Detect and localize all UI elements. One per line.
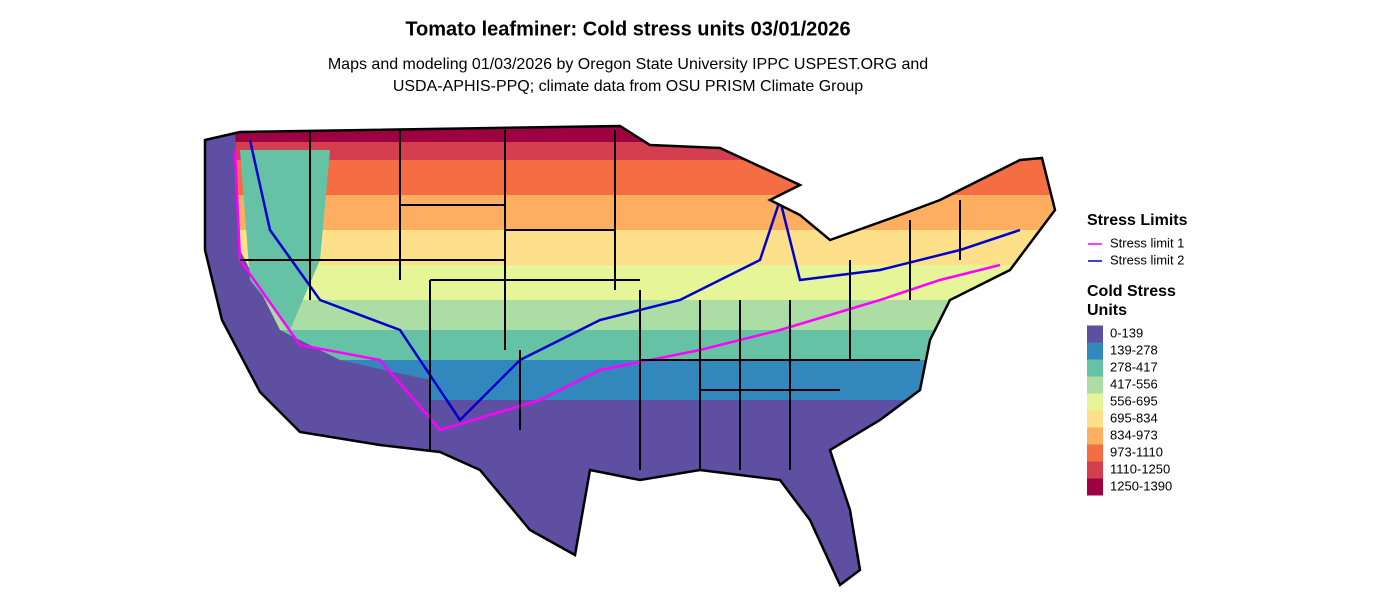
state-borders <box>240 130 961 470</box>
legend-swatch <box>1087 478 1103 496</box>
legend-swatch <box>1087 410 1103 428</box>
stress-band <box>205 126 1055 142</box>
legend-label: 0-139 <box>1110 325 1143 340</box>
subtitle: USDA-APHIS-PPQ; climate data from OSU PR… <box>393 78 863 95</box>
legend-label: 417-556 <box>1110 376 1158 391</box>
legend-swatch <box>1087 376 1103 394</box>
title: Tomato leafminer: Cold stress units 03/0… <box>405 18 850 40</box>
legend-label: 695-834 <box>1110 410 1158 425</box>
legend-swatch <box>1087 342 1103 360</box>
legend-label: 139-278 <box>1110 342 1158 357</box>
legend-label: 556-695 <box>1110 393 1158 408</box>
legend-label: 278-417 <box>1110 359 1158 374</box>
legend-label: 1110-1250 <box>1110 461 1170 476</box>
legend-swatch <box>1087 325 1103 343</box>
legend-title: Units <box>1087 302 1127 319</box>
subtitle: Maps and modeling 01/03/2026 by Oregon S… <box>328 56 928 73</box>
legend-label: 834-973 <box>1110 427 1158 442</box>
map <box>205 126 1055 585</box>
legend-swatch <box>1087 427 1103 445</box>
legend-title: Cold Stress <box>1087 283 1176 300</box>
legend-label: 1250-1390 <box>1110 478 1172 493</box>
legend-swatch <box>1087 444 1103 462</box>
legend-swatch <box>1087 393 1103 411</box>
stress-band <box>205 300 1055 330</box>
legend-label: Stress limit 1 <box>1110 235 1184 250</box>
legend-label: 973-1110 <box>1110 444 1163 459</box>
legend-swatch <box>1087 359 1103 377</box>
legend-label: Stress limit 2 <box>1110 252 1184 267</box>
stress-limit-1 <box>233 149 1001 432</box>
stress-band <box>205 265 1055 300</box>
legend-swatch <box>1087 461 1103 479</box>
legend-title: Stress Limits <box>1087 212 1188 229</box>
